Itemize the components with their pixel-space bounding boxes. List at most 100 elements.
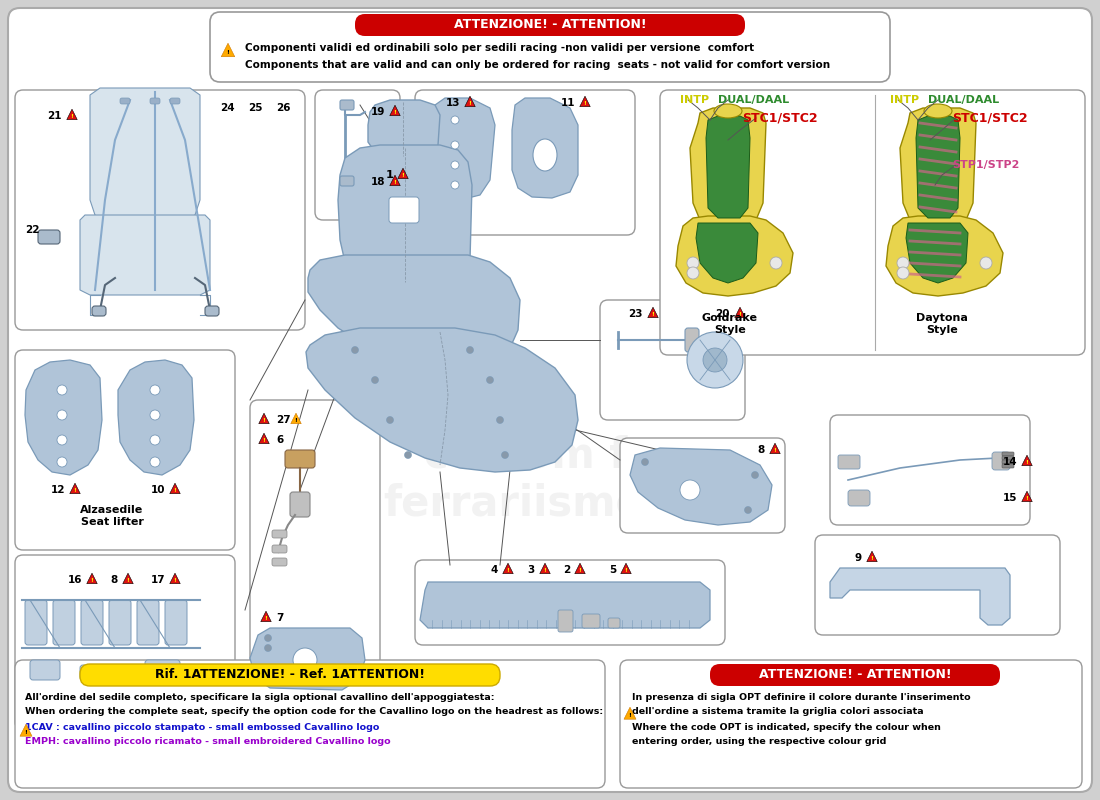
Polygon shape [368, 100, 440, 158]
Text: !: ! [265, 616, 267, 621]
Text: !: ! [263, 438, 265, 443]
Polygon shape [867, 551, 878, 562]
FancyBboxPatch shape [1002, 456, 1014, 460]
Text: INTP: INTP [890, 95, 920, 105]
Polygon shape [169, 573, 180, 584]
FancyBboxPatch shape [170, 98, 180, 104]
Circle shape [150, 457, 160, 467]
Polygon shape [87, 573, 97, 584]
Circle shape [745, 506, 751, 514]
Text: !: ! [507, 568, 509, 573]
FancyBboxPatch shape [1002, 464, 1014, 468]
Text: 11: 11 [561, 98, 575, 108]
Text: !: ! [870, 556, 873, 561]
FancyBboxPatch shape [80, 664, 500, 686]
Polygon shape [389, 105, 400, 116]
FancyBboxPatch shape [415, 90, 635, 235]
Text: custom for
ferrariisme.ag: custom for ferrariisme.ag [383, 434, 717, 526]
Text: !: ! [24, 730, 28, 735]
Circle shape [386, 417, 394, 423]
FancyBboxPatch shape [710, 664, 1000, 686]
Polygon shape [503, 563, 514, 574]
Text: !: ! [651, 312, 654, 317]
Polygon shape [620, 563, 631, 574]
FancyBboxPatch shape [272, 558, 287, 566]
Circle shape [264, 669, 272, 675]
Polygon shape [338, 145, 472, 285]
Text: 4: 4 [491, 565, 498, 575]
Circle shape [688, 332, 742, 388]
FancyBboxPatch shape [415, 560, 725, 645]
Polygon shape [696, 223, 758, 283]
Polygon shape [770, 443, 780, 454]
Circle shape [352, 346, 359, 354]
Text: 21: 21 [47, 111, 62, 121]
FancyBboxPatch shape [340, 100, 354, 110]
Text: STC1/STC2: STC1/STC2 [742, 111, 817, 125]
Circle shape [896, 257, 909, 269]
FancyBboxPatch shape [30, 660, 60, 680]
Polygon shape [308, 255, 520, 362]
FancyBboxPatch shape [25, 600, 47, 645]
Polygon shape [916, 116, 960, 218]
Polygon shape [906, 223, 968, 283]
Circle shape [451, 141, 459, 149]
Text: 19: 19 [371, 107, 385, 117]
FancyBboxPatch shape [138, 600, 160, 645]
FancyBboxPatch shape [1002, 452, 1014, 456]
Text: !: ! [394, 180, 396, 185]
Circle shape [486, 377, 494, 383]
FancyBboxPatch shape [620, 660, 1082, 788]
Polygon shape [25, 360, 102, 475]
FancyBboxPatch shape [355, 14, 745, 36]
FancyBboxPatch shape [81, 600, 103, 645]
Text: ATTENZIONE! - ATTENTION!: ATTENZIONE! - ATTENTION! [759, 669, 952, 682]
Polygon shape [221, 43, 234, 57]
Text: 13: 13 [446, 98, 460, 108]
Text: 8: 8 [758, 445, 764, 455]
Text: !: ! [174, 578, 176, 583]
FancyBboxPatch shape [272, 530, 287, 538]
Polygon shape [250, 628, 365, 690]
Text: !: ! [543, 568, 547, 573]
FancyBboxPatch shape [838, 455, 860, 469]
Text: !: ! [74, 488, 76, 493]
FancyBboxPatch shape [145, 660, 180, 680]
Polygon shape [1022, 455, 1032, 466]
Text: 12: 12 [51, 485, 65, 495]
Text: 1CAV : cavallino piccolo stampato - small embossed Cavallino logo: 1CAV : cavallino piccolo stampato - smal… [25, 723, 379, 733]
Circle shape [496, 417, 504, 423]
Text: 3: 3 [528, 565, 535, 575]
Circle shape [405, 451, 411, 458]
FancyBboxPatch shape [39, 230, 60, 244]
FancyBboxPatch shape [80, 665, 104, 680]
Circle shape [451, 161, 459, 169]
FancyBboxPatch shape [600, 300, 745, 420]
Polygon shape [574, 563, 585, 574]
Circle shape [150, 385, 160, 395]
FancyBboxPatch shape [290, 492, 310, 517]
FancyBboxPatch shape [558, 610, 573, 632]
Polygon shape [261, 611, 272, 622]
Text: ATTENZIONE! - ATTENTION!: ATTENZIONE! - ATTENTION! [453, 18, 647, 31]
Circle shape [896, 267, 909, 279]
Text: !: ! [227, 50, 230, 55]
Circle shape [57, 410, 67, 420]
FancyBboxPatch shape [15, 555, 235, 730]
FancyBboxPatch shape [15, 350, 235, 550]
FancyBboxPatch shape [315, 90, 400, 220]
Ellipse shape [714, 104, 742, 118]
Circle shape [980, 257, 992, 269]
Circle shape [770, 257, 782, 269]
FancyBboxPatch shape [389, 197, 419, 223]
Text: !: ! [263, 418, 265, 423]
Circle shape [150, 410, 160, 420]
Polygon shape [67, 109, 77, 120]
Polygon shape [735, 307, 746, 318]
Circle shape [688, 257, 698, 269]
Text: 8: 8 [111, 575, 118, 585]
Text: !: ! [1025, 460, 1028, 465]
Text: 18: 18 [371, 177, 385, 187]
Text: !: ! [469, 101, 472, 106]
Text: 10: 10 [151, 485, 165, 495]
